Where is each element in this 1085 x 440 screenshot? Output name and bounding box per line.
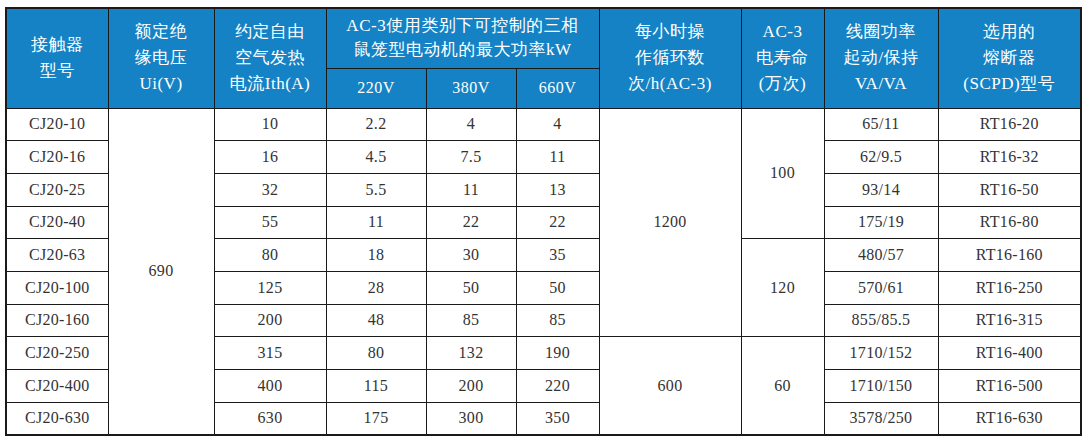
header-coil-power: 线圈功率 起动/保持 VA/VA [824,8,938,108]
cell-ith: 315 [214,337,326,370]
cell-model: CJ20-25 [6,173,108,206]
cell-fuse: RT16-630 [938,402,1081,435]
cell-p660: 11 [516,141,599,174]
cell-coil: 3578/250 [824,402,938,435]
cell-life-merged: 120 [741,239,824,337]
cell-coil: 855/85.5 [824,304,938,337]
header-insulation-voltage: 额定绝 缘电压 Ui(V) [108,8,214,108]
cell-coil: 62/9.5 [824,141,938,174]
cell-ith: 200 [214,304,326,337]
cell-p220: 28 [326,271,426,304]
cell-ith: 80 [214,239,326,272]
cell-model: CJ20-400 [6,370,108,403]
cell-p380: 50 [426,271,516,304]
cell-coil: 1710/152 [824,337,938,370]
cell-ith: 400 [214,370,326,403]
cell-coil: 175/19 [824,206,938,239]
cell-fuse: RT16-80 [938,206,1081,239]
header-fuse: 选用的 熔断器 (SCPD)型号 [938,8,1081,108]
cell-ith: 10 [214,108,326,141]
header-380v: 380V [426,68,516,108]
cell-coil: 65/11 [824,108,938,141]
cell-fuse: RT16-32 [938,141,1081,174]
cell-p220: 115 [326,370,426,403]
cell-model: CJ20-160 [6,304,108,337]
cell-p220: 80 [326,337,426,370]
table-row: CJ20-10 690 10 2.2 4 4 1200 100 65/11 RT… [6,108,1081,141]
cell-cycles-merged: 1200 [599,108,741,337]
header-thermal-current: 约定自由 空气发热 电流Ith(A) [214,8,326,108]
cell-p380: 30 [426,239,516,272]
cell-fuse: RT16-160 [938,239,1081,272]
cell-p380: 85 [426,304,516,337]
cell-p220: 2.2 [326,108,426,141]
cell-model: CJ20-10 [6,108,108,141]
cell-ith: 32 [214,173,326,206]
cell-ith: 125 [214,271,326,304]
cell-p380: 200 [426,370,516,403]
cell-model: CJ20-63 [6,239,108,272]
cell-p660: 4 [516,108,599,141]
cell-p660: 350 [516,402,599,435]
header-electrical-life: AC-3 电寿命 (万次) [741,8,824,108]
cell-p380: 11 [426,173,516,206]
cell-p380: 300 [426,402,516,435]
cell-model: CJ20-16 [6,141,108,174]
cell-p660: 85 [516,304,599,337]
cell-cycles-merged: 600 [599,337,741,435]
cell-p660: 190 [516,337,599,370]
cell-fuse: RT16-500 [938,370,1081,403]
cell-model: CJ20-100 [6,271,108,304]
cell-p220: 48 [326,304,426,337]
cell-ui-merged: 690 [108,108,214,435]
cell-model: CJ20-40 [6,206,108,239]
cell-p660: 22 [516,206,599,239]
cell-fuse: RT16-315 [938,304,1081,337]
cell-coil: 570/61 [824,271,938,304]
cell-coil: 1710/150 [824,370,938,403]
cell-ith: 630 [214,402,326,435]
header-660v: 660V [516,68,599,108]
cell-fuse: RT16-50 [938,173,1081,206]
cell-p220: 11 [326,206,426,239]
header-220v: 220V [326,68,426,108]
cell-p220: 5.5 [326,173,426,206]
cell-p220: 175 [326,402,426,435]
cell-model: CJ20-250 [6,337,108,370]
cell-fuse: RT16-250 [938,271,1081,304]
cell-fuse: RT16-20 [938,108,1081,141]
header-ac3-power-group: AC-3使用类别下可控制的三相 鼠笼型电动机的最大功率kW [326,8,599,68]
cell-p220: 4.5 [326,141,426,174]
cell-p380: 7.5 [426,141,516,174]
cell-p220: 18 [326,239,426,272]
cell-coil: 93/14 [824,173,938,206]
cell-p660: 35 [516,239,599,272]
cell-p660: 220 [516,370,599,403]
cell-model: CJ20-630 [6,402,108,435]
header-cycles-per-hour: 每小时操 作循环数 次/h(AC-3) [599,8,741,108]
cell-fuse: RT16-400 [938,337,1081,370]
cell-ith: 16 [214,141,326,174]
header-model: 接触器 型号 [6,8,108,108]
cell-life-merged: 100 [741,108,824,239]
cell-p380: 132 [426,337,516,370]
contactor-spec-table: 接触器 型号 额定绝 缘电压 Ui(V) 约定自由 空气发热 电流Ith(A) … [5,7,1082,436]
cell-p660: 50 [516,271,599,304]
cell-p380: 4 [426,108,516,141]
cell-ith: 55 [214,206,326,239]
cell-p380: 22 [426,206,516,239]
cell-coil: 480/57 [824,239,938,272]
page: 接触器 型号 额定绝 缘电压 Ui(V) 约定自由 空气发热 电流Ith(A) … [0,0,1085,440]
cell-p660: 13 [516,173,599,206]
cell-life-merged: 60 [741,337,824,435]
